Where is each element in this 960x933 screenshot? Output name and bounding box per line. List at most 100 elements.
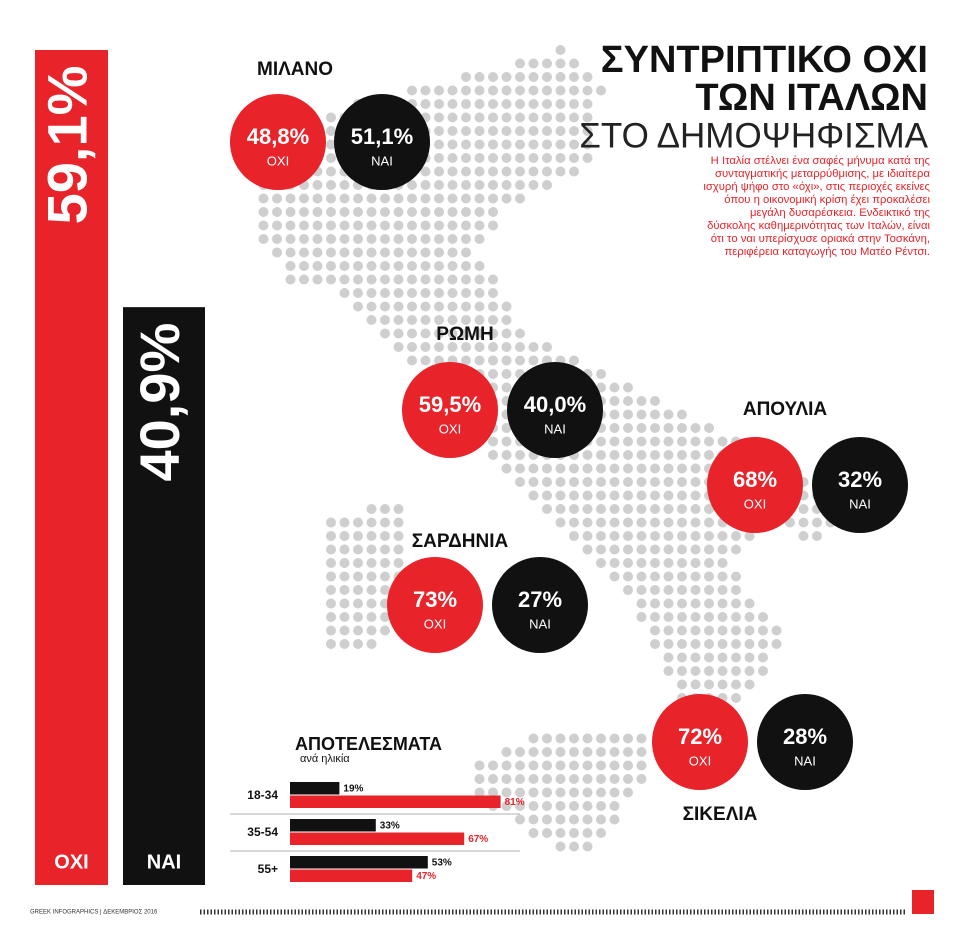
map-dot — [569, 760, 579, 771]
map-dot — [488, 787, 498, 798]
map-dot — [515, 180, 525, 190]
map-dot — [461, 342, 471, 352]
map-dot — [447, 220, 458, 231]
map-dot — [623, 517, 633, 528]
map-dot — [596, 463, 606, 474]
map-dot — [393, 288, 404, 298]
map-dot — [447, 261, 458, 271]
map-dot — [434, 315, 444, 325]
map-dot — [528, 828, 539, 838]
map-dot — [609, 477, 620, 487]
map-dot — [272, 220, 282, 231]
bar — [290, 832, 465, 845]
map-dot — [528, 58, 539, 69]
map-dot — [717, 612, 728, 622]
map-dot — [488, 153, 498, 163]
map-dot — [623, 382, 633, 393]
map-dot — [731, 531, 741, 541]
map-dot — [488, 369, 498, 379]
map-dot — [299, 247, 309, 258]
map-dot — [542, 801, 552, 811]
map-dot — [609, 787, 620, 798]
bar-category-label: ΟΧΙ — [54, 851, 88, 873]
map-dot — [393, 207, 404, 217]
map-dot — [461, 328, 471, 339]
map-dot — [474, 126, 485, 136]
map-dot — [690, 652, 701, 663]
map-dot — [609, 571, 620, 582]
map-dot — [407, 355, 417, 366]
map-dot — [569, 841, 579, 852]
map-dot — [623, 423, 633, 433]
map-dot — [326, 153, 336, 163]
map-dot — [555, 733, 566, 744]
map-dot — [434, 153, 444, 163]
map-dot — [474, 328, 485, 339]
map-dot — [555, 153, 566, 163]
map-dot — [528, 139, 539, 150]
map-dot — [488, 760, 498, 771]
map-dot — [353, 598, 363, 609]
map-dot — [515, 355, 525, 366]
map-dot — [380, 504, 390, 514]
map-dot — [677, 558, 687, 568]
map-dot — [434, 288, 444, 298]
map-dot — [474, 139, 485, 150]
map-dot — [609, 814, 620, 825]
map-dot — [663, 463, 674, 474]
map-dot — [461, 247, 471, 258]
bar-value-label: 33% — [380, 821, 400, 832]
map-dot — [623, 477, 633, 487]
map-dot — [731, 585, 741, 595]
bar — [290, 819, 376, 832]
map-dot — [366, 247, 377, 258]
category-label: 18-34 — [247, 788, 278, 802]
map-dot — [393, 558, 404, 568]
map-dot — [407, 342, 417, 352]
map-dot — [420, 234, 431, 244]
map-dot — [407, 315, 417, 325]
map-dot — [609, 801, 620, 811]
map-dot — [272, 207, 282, 217]
category-label: 35-54 — [247, 825, 278, 839]
map-dot — [407, 220, 417, 231]
map-dot — [542, 477, 552, 487]
map-dot — [636, 733, 647, 744]
map-dot — [677, 436, 687, 447]
map-dot — [407, 207, 417, 217]
map-dot — [420, 288, 431, 298]
map-dot — [447, 288, 458, 298]
map-dot — [555, 463, 566, 474]
map-dot — [474, 787, 485, 798]
map-dot — [447, 315, 458, 325]
map-dot — [542, 153, 552, 163]
map-dot — [609, 517, 620, 528]
map-dot — [366, 571, 377, 582]
map-dot — [474, 355, 485, 366]
map-dot — [434, 234, 444, 244]
map-dot — [690, 625, 701, 636]
map-dot — [488, 112, 498, 123]
footer: GREEK INFOGRAPHICS | ΔΕΚΕΜΒΡΙΟΣ 2016 — [30, 890, 934, 916]
map-dot — [690, 517, 701, 528]
map-dot — [596, 733, 606, 744]
map-dot — [731, 571, 741, 582]
map-dot — [501, 436, 512, 447]
map-dot — [731, 544, 741, 555]
map-dot — [353, 220, 363, 231]
map-dot — [677, 625, 687, 636]
map-dot — [596, 85, 606, 96]
map-dot — [515, 450, 525, 460]
map-dot — [474, 207, 485, 217]
map-dot — [380, 315, 390, 325]
map-dot — [704, 450, 714, 460]
map-dot — [731, 598, 741, 609]
map-dot — [555, 477, 566, 487]
map-dot — [582, 828, 593, 838]
map-dot — [434, 274, 444, 285]
map-dot — [650, 423, 660, 433]
map-dot — [596, 490, 606, 501]
map-dot — [555, 828, 566, 838]
map-dot — [285, 207, 296, 217]
result-value: 28% — [783, 724, 827, 749]
